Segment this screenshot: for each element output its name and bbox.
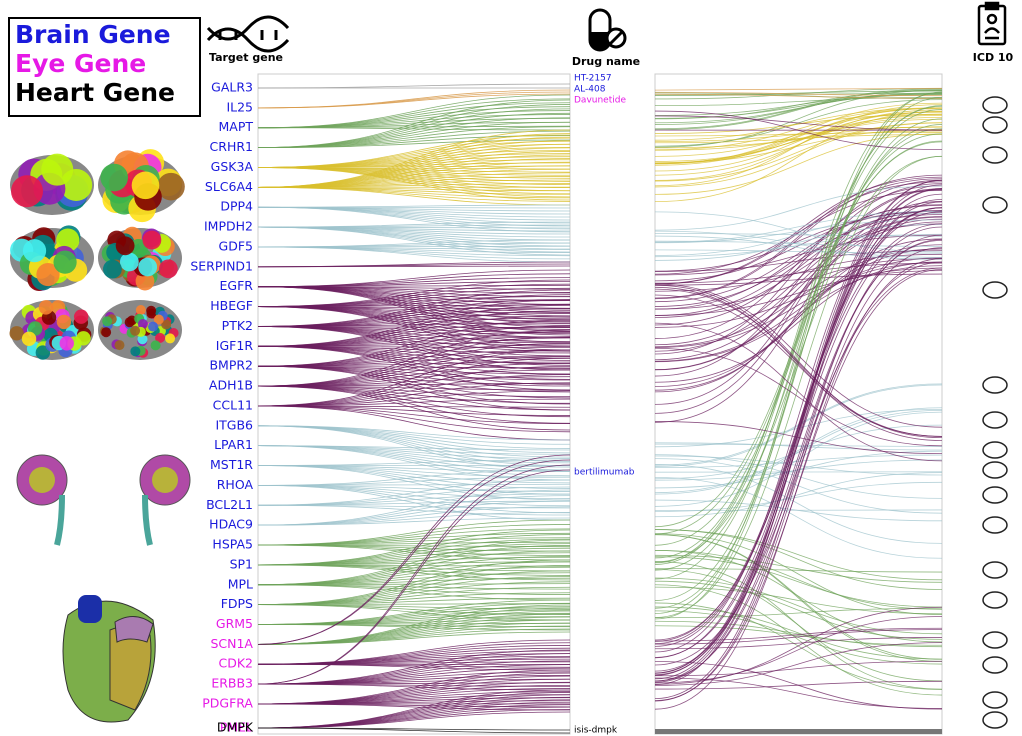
header-target: Target gene	[209, 51, 283, 64]
brain-region	[76, 331, 90, 345]
brain-region	[102, 316, 112, 326]
icd-icon	[983, 562, 1007, 578]
gene-label: SCN1A	[210, 636, 253, 651]
brain-region	[22, 332, 36, 346]
brain-region	[60, 336, 74, 350]
brain-region	[116, 236, 135, 255]
icd-icon	[983, 442, 1007, 458]
drug-label: HT-2157	[574, 74, 612, 84]
gene-label: ITGB6	[215, 417, 253, 432]
icd-icon	[983, 197, 1007, 213]
icd-icon	[983, 712, 1007, 728]
header-drug: Drug name	[572, 55, 640, 68]
gene-label: RHOA	[217, 477, 254, 492]
gene-label: FDPS	[221, 596, 253, 611]
gene-label: HBEGF	[210, 298, 253, 313]
gene-label: DMPK	[217, 720, 254, 735]
brain-region	[120, 253, 139, 272]
brain-region	[103, 260, 122, 279]
icd-icon	[983, 632, 1007, 648]
brain-region	[10, 326, 24, 340]
brain-region	[41, 154, 73, 186]
brain-region	[130, 346, 140, 356]
iris	[29, 467, 55, 493]
brain-region	[114, 340, 124, 350]
icd-icon	[983, 692, 1007, 708]
gene-label: MAPT	[218, 119, 253, 134]
brain-region	[53, 251, 76, 274]
iris	[152, 467, 178, 493]
drug-label: isis-dmpk	[574, 726, 618, 736]
gene-label: HDAC9	[209, 517, 253, 532]
gene-label: PDGFRA	[202, 695, 253, 710]
brain-region	[74, 309, 88, 323]
header-icd: ICD 10	[973, 51, 1014, 64]
brain-region	[165, 333, 175, 343]
heart-vessel	[115, 616, 153, 642]
gene-label: GDF5	[219, 238, 253, 253]
icd-icon	[983, 282, 1007, 298]
legend-heart: Heart Gene	[15, 78, 175, 107]
brain-region	[11, 175, 43, 207]
brain-region	[143, 231, 162, 250]
drug-label: AL-408	[574, 85, 606, 95]
gene-label: GRM5	[216, 616, 253, 631]
gene-label: MST1R	[210, 457, 253, 472]
brain-region	[132, 172, 160, 200]
gene-label: CCL11	[213, 397, 253, 412]
legend-eye: Eye Gene	[15, 49, 146, 78]
brain-region	[23, 239, 46, 262]
gene-label: IMPDH2	[204, 219, 253, 234]
aorta	[78, 595, 102, 623]
gene-label: ERBB3	[211, 676, 253, 691]
gene-label: BCL2L1	[206, 497, 253, 512]
gene-label: CRHR1	[210, 139, 253, 154]
icd-icon	[983, 412, 1007, 428]
brain-region	[138, 258, 157, 277]
icd-icon	[983, 592, 1007, 608]
drug-label: bertilimumab	[574, 468, 635, 478]
icd-icon	[983, 97, 1007, 113]
brain-region	[57, 315, 71, 329]
icd-icon	[983, 462, 1007, 478]
figure: Brain Gene Eye Gene Heart Gene Target ge…	[0, 0, 1022, 736]
gene-label: GSK3A	[211, 159, 254, 174]
icd-icon	[983, 117, 1007, 133]
icd-icon	[983, 487, 1007, 503]
gene-label: ADH1B	[209, 378, 253, 393]
legend-brain: Brain Gene	[15, 20, 171, 49]
brain-region	[148, 322, 158, 332]
gene-label: BMPR2	[209, 358, 253, 373]
icd-icon	[983, 657, 1007, 673]
brain-region	[130, 326, 140, 336]
icd-icon	[983, 517, 1007, 533]
gene-label: SP1	[230, 556, 253, 571]
gene-label: MPL	[228, 576, 253, 591]
gene-label: HSPA5	[212, 537, 253, 552]
gene-label: GALR3	[211, 80, 253, 95]
bottom-bar	[655, 729, 942, 734]
drug-label: Davunetide	[574, 96, 626, 106]
gene-label: IL25	[226, 99, 253, 114]
brain-region	[101, 327, 111, 337]
gene-label: PTK2	[222, 318, 253, 333]
gene-label: IGF1R	[216, 338, 254, 353]
icd-icon	[983, 377, 1007, 393]
gene-label: LPAR1	[214, 437, 253, 452]
gene-label: SERPIND1	[190, 258, 253, 273]
brain-region	[39, 300, 53, 314]
brain-region	[159, 259, 178, 278]
gene-label: DPP4	[220, 199, 253, 214]
brain-region	[136, 305, 146, 315]
gene-label: SLC6A4	[205, 179, 253, 194]
icd-icon	[983, 147, 1007, 163]
brain-region	[100, 164, 128, 192]
brain-region	[151, 340, 161, 350]
brain-region	[146, 306, 156, 316]
gene-label: CDK2	[218, 656, 253, 671]
gene-label: EGFR	[220, 278, 254, 293]
